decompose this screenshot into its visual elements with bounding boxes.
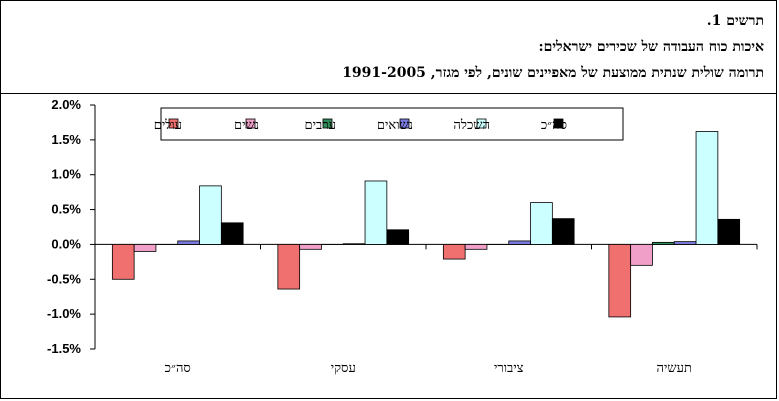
bar-chart: 2.0% 1.5% 1.0% 0.5% 0.0% -0.5% -1.0% -1.5% סה״כ ע… <box>47 97 758 376</box>
y-tick-label: -1.0% <box>47 306 81 321</box>
bar-2-3 <box>508 240 531 245</box>
legend-swatch <box>553 118 564 129</box>
chart-subtitle: תרומה שולית שנתית ממוצעת של מאפיינים שונ… <box>342 65 764 81</box>
bar-0-0 <box>111 244 135 280</box>
y-tick-label: 2.0% <box>51 97 81 112</box>
bar-1-5 <box>386 229 410 245</box>
legend-swatch <box>399 118 410 129</box>
legend-swatch <box>476 118 487 129</box>
x-tick-label: תעשיה <box>657 361 692 376</box>
bar-1-1 <box>299 244 322 250</box>
y-tick-label: 0.5% <box>51 202 81 217</box>
bar-3-2 <box>652 241 675 245</box>
legend-label: נשים <box>234 118 259 133</box>
bar-2-0 <box>442 244 466 260</box>
x-tick-label: סה״כ <box>165 361 191 376</box>
y-tick-label: 1.5% <box>51 132 81 147</box>
bar-3-4 <box>695 131 719 245</box>
x-tick-label: ציבורי <box>494 361 524 376</box>
chart-title: איכות כוח העבודה של שכירים ישראלים: <box>538 39 764 55</box>
legend-label: נשואים <box>377 118 413 133</box>
bar-1-0 <box>277 244 301 290</box>
legend-box <box>160 107 624 141</box>
legend-label: עולים <box>154 118 182 133</box>
y-tick-label: 1.0% <box>51 167 81 182</box>
legend-label: השכלה <box>453 118 490 133</box>
bar-3-5 <box>717 218 741 245</box>
x-tick-label: עסקי <box>331 361 356 376</box>
legend-swatch <box>245 118 256 129</box>
bar-2-1 <box>464 244 488 250</box>
y-tick-label: -0.5% <box>47 271 81 286</box>
legend-label: ערבים <box>304 118 336 133</box>
bar-0-5 <box>220 222 244 245</box>
bar-2-5 <box>551 218 575 245</box>
y-tick-label: -1.5% <box>47 341 81 356</box>
legend-label: סה״כ <box>541 118 567 133</box>
bar-3-0 <box>608 244 632 318</box>
bar-3-1 <box>630 244 653 266</box>
bar-1-4 <box>364 180 388 245</box>
legend-swatch <box>322 118 333 129</box>
legend-swatch <box>168 118 179 129</box>
bar-1-3 <box>342 243 366 245</box>
bar-2-4 <box>530 202 553 245</box>
bar-3-3 <box>673 241 697 245</box>
bar-0-3 <box>177 240 200 245</box>
y-tick-label: 0.0% <box>51 236 81 251</box>
figure-number: תרשים 1. <box>706 13 764 29</box>
title-separator <box>1 93 776 94</box>
bar-0-4 <box>199 185 222 245</box>
bar-0-1 <box>133 244 157 252</box>
